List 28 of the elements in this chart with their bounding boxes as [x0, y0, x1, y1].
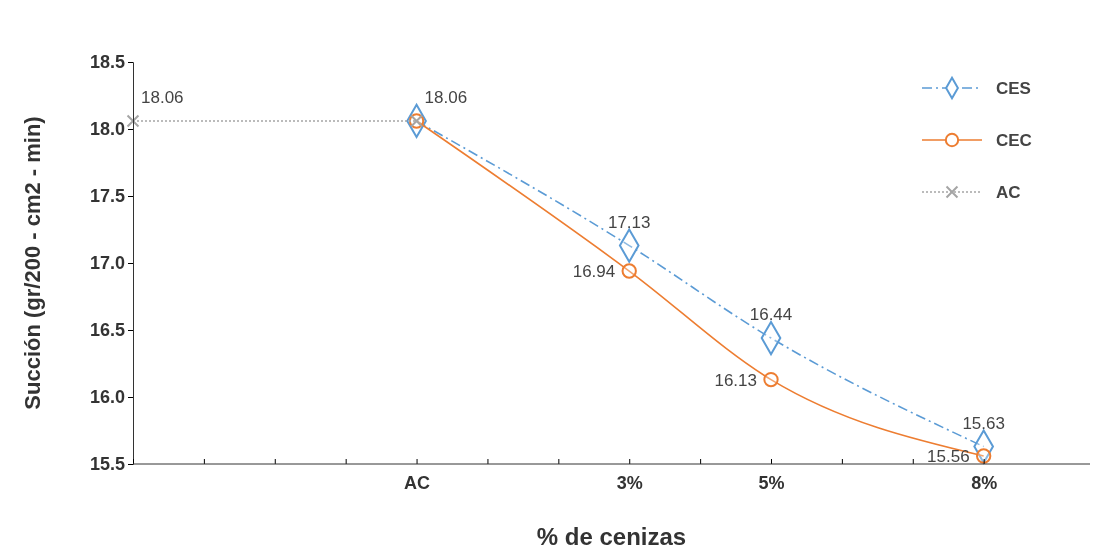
- x-tick-label: 8%: [971, 472, 998, 493]
- data-label: 18.06: [141, 87, 184, 107]
- y-tick-label: 16.0: [89, 387, 125, 408]
- x-axis-title: % de cenizas: [536, 523, 687, 550]
- y-tick-label: 18.5: [89, 52, 125, 73]
- legend-label: CES: [996, 79, 1031, 98]
- data-label: 18.06: [424, 87, 468, 107]
- y-tick-label: 18.0: [89, 119, 125, 140]
- point: [763, 371, 779, 388]
- data-label: 16.13: [714, 370, 757, 390]
- point: [975, 448, 992, 464]
- data-label: 17.13: [607, 212, 651, 232]
- data-label: 15.56: [927, 446, 970, 466]
- data-label: 16.44: [749, 305, 793, 325]
- x-tick-label: 5%: [758, 472, 785, 493]
- point: [621, 263, 637, 279]
- y-axis-title: Succión (gr/200 - cm2 - min): [20, 116, 45, 410]
- legend-label: AC: [996, 183, 1021, 202]
- point: [126, 114, 140, 128]
- legend-label: CEC: [996, 131, 1032, 150]
- x-tick-label: AC: [404, 472, 431, 493]
- y-tick-label: 16.5: [89, 320, 125, 341]
- y-tick-label: 17.0: [89, 253, 125, 274]
- data-label: 15.63: [962, 413, 1005, 433]
- x-tick-label: 3%: [616, 472, 643, 493]
- y-tick-label: 15.5: [89, 454, 125, 475]
- y-tick-label: 17.5: [89, 186, 125, 207]
- data-label: 16.94: [572, 262, 616, 282]
